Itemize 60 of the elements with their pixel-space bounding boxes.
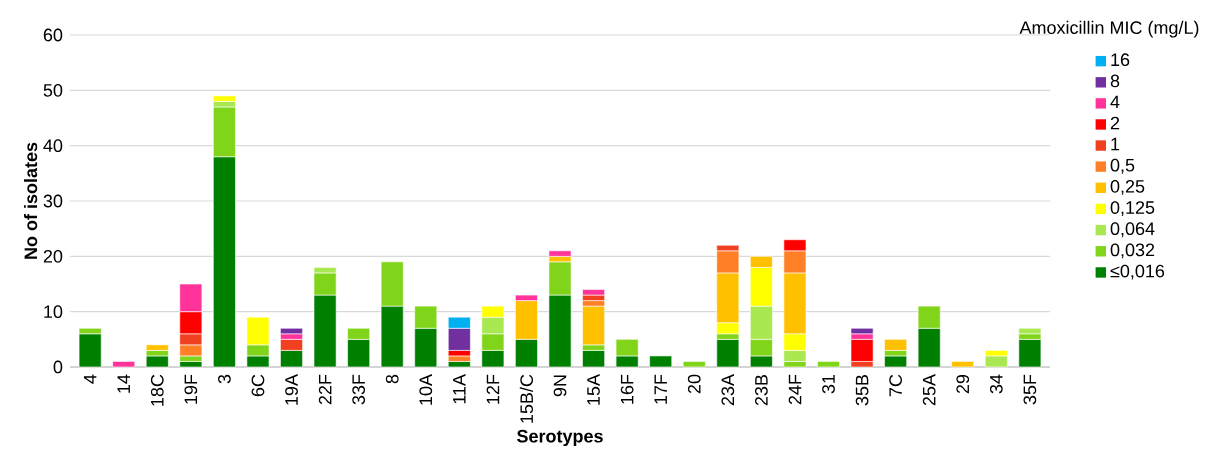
bar [884, 355, 907, 368]
y-axis-title: No of isolates [23, 142, 38, 259]
legend-label: 0,25 [1110, 179, 1145, 195]
x-tick-label: 8 [385, 374, 399, 384]
x-tick-label: 25A [922, 374, 936, 406]
legend-label: 8 [1110, 74, 1120, 88]
x-tick-label: 3 [218, 374, 231, 384]
x-tick-label: 19A [285, 374, 298, 405]
bar [951, 361, 975, 368]
legend-label: 2 [1110, 116, 1120, 130]
x-tick-label: 19F [184, 374, 198, 404]
x-tick-label: 29 [956, 374, 970, 394]
legend-label: 4 [1110, 95, 1120, 109]
x-tick-label: 35F [1023, 374, 1037, 405]
x-tick-label: 15B/C [519, 374, 534, 423]
bar [649, 355, 673, 368]
x-tick-label: 33F [352, 374, 366, 405]
x-axis-title: Serotypes [517, 429, 603, 447]
x-tick-label: 10A [419, 374, 433, 405]
x-tick-label: 4 [83, 374, 97, 384]
x-tick-label: 9N [553, 375, 567, 397]
y-tick-label: 60 [43, 28, 63, 42]
legend-label: 0,5 [1110, 158, 1135, 174]
x-tick-label: 24F [788, 374, 802, 405]
y-tick-label: 0 [53, 360, 63, 374]
y-tick-label: 40 [43, 139, 63, 153]
legend-title: Amoxicillin MIC (mg/L) [1019, 20, 1199, 38]
y-tick-label: 30 [43, 194, 63, 208]
x-tick-label: 12F [486, 374, 500, 404]
legend-label: 16 [1111, 53, 1130, 67]
x-tick-label: 18C [150, 374, 164, 406]
bar [447, 361, 471, 368]
x-tick-label: 23B [754, 374, 768, 406]
x-tick-label: 22F [318, 374, 332, 405]
bar [112, 361, 136, 368]
bar [179, 361, 203, 368]
legend-label: 0,032 [1110, 243, 1155, 259]
legend-label: 0,125 [1110, 201, 1155, 217]
bar [582, 350, 605, 368]
x-tick-label: 11A [453, 374, 466, 404]
bar [145, 355, 169, 368]
x-tick-label: 6C [251, 374, 265, 397]
x-tick-label: 16F [620, 374, 634, 404]
y-tick-label: 20 [43, 249, 63, 263]
x-tick-label: 34 [989, 374, 1003, 394]
bar [817, 361, 840, 368]
legend-label: 0,064 [1110, 222, 1155, 238]
x-tick-label: 35B [855, 374, 869, 406]
x-tick-label: 15A [587, 374, 600, 405]
legend-label: 1 [1111, 137, 1120, 151]
x-tick-label: 7C [889, 374, 903, 397]
y-tick-label: 10 [44, 305, 63, 319]
x-tick-label: 20 [687, 374, 701, 394]
x-tick-label: 23A [721, 374, 735, 406]
x-tick-label: 14 [117, 374, 130, 393]
y-tick-label: 50 [43, 83, 63, 97]
bar [682, 361, 706, 368]
x-tick-label: 31 [822, 374, 835, 394]
x-tick-label: 17F [654, 374, 667, 404]
legend-label: ≤0,016 [1110, 264, 1165, 280]
